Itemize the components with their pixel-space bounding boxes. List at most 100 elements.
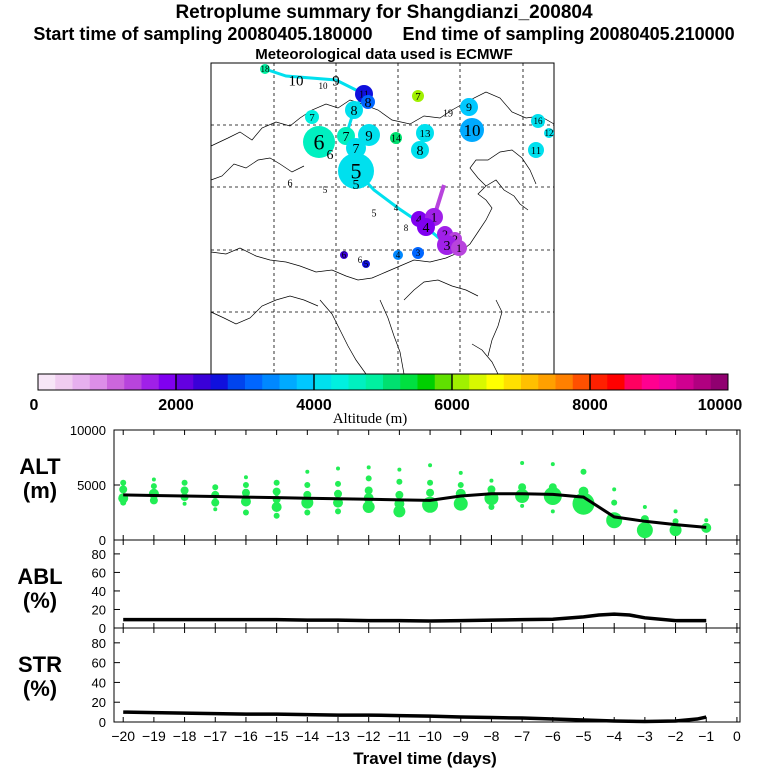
plume-circle-12	[544, 128, 554, 138]
plume-label-9: 9	[466, 100, 472, 114]
plume-label-15: 6	[314, 130, 325, 155]
plume-circle-32	[417, 218, 435, 236]
chart-title: Retroplume summary for Shangdianzi_20080…	[175, 2, 593, 23]
panel-ytick-1-4: 0	[99, 621, 106, 636]
panel-ytick-2-3: 20	[92, 695, 106, 710]
plume-label-4: 11	[359, 90, 369, 101]
plume-circle-19	[346, 138, 366, 158]
panel-ytick-1-1: 60	[92, 565, 106, 580]
colorbar-cell-38	[693, 374, 712, 390]
alt-point-71	[612, 487, 617, 492]
x-tick-label-10: −10	[418, 728, 442, 744]
panel-ylabel-0-0: ALT	[19, 454, 61, 479]
colorbar-cell-18	[348, 374, 367, 390]
colorbar-cell-0	[38, 374, 56, 390]
end-time-label: End time of sampling 20080405.210000	[402, 24, 735, 44]
colorbar-cell-23	[434, 374, 453, 390]
plume-circle-40	[393, 250, 403, 260]
colorbar-tick-1: 2000	[158, 397, 194, 414]
plume-label-26: 5	[323, 185, 328, 195]
alt-point-25	[273, 512, 280, 519]
alt-point-29	[304, 509, 311, 516]
plume-label-2: 10	[319, 81, 329, 91]
alt-point-36	[362, 501, 375, 513]
plume-circle-21	[416, 124, 434, 142]
alt-point-45	[397, 467, 402, 472]
panel-ytick-2-0: 80	[92, 636, 106, 651]
sampling-times: Start time of sampling 20080405.180000 En…	[0, 24, 768, 45]
panel-frame-2	[113, 627, 741, 723]
colorbar-cell-37	[676, 374, 694, 390]
alt-point-11	[182, 501, 187, 506]
alt-point-61	[520, 461, 525, 465]
plume-label-11: 16	[534, 116, 544, 126]
plume-circle-23	[338, 153, 374, 189]
plume-label-28: 5	[372, 209, 377, 220]
colorbar-cell-1	[55, 374, 73, 390]
colorbar-tick-4: 8000	[572, 397, 608, 414]
colorbar-axis-label: Altitude (m)	[333, 411, 408, 427]
x-tick-label-4: −16	[234, 728, 258, 744]
colorbar-cells	[38, 374, 729, 390]
alt-point-62	[543, 487, 562, 505]
plume-circle-6	[345, 101, 363, 119]
alt-point-14	[212, 484, 219, 491]
x-axis-label: Travel time (days)	[353, 749, 497, 768]
colorbar-cell-20	[383, 374, 401, 390]
plume-label-27: 4	[394, 203, 399, 213]
alt-point-64	[550, 509, 555, 514]
alt-point-70	[611, 499, 618, 506]
alt-point-35	[336, 466, 341, 471]
plume-label-12: 12	[545, 128, 554, 138]
plume-label-24: 5	[353, 178, 360, 193]
colorbar-cell-22	[417, 374, 436, 390]
plume-label-8: 19	[443, 109, 453, 120]
alt-point-52	[457, 482, 464, 488]
plume-circle-14	[305, 110, 319, 124]
x-tick-label-16: −4	[606, 728, 622, 744]
plume-label-5: 8	[365, 96, 372, 111]
colorbar-cell-17	[331, 374, 349, 390]
colorbar-tick-0: 0	[30, 397, 39, 414]
plume-label-31: 8	[404, 223, 409, 233]
panel-ytick-0-0: 10000	[70, 423, 106, 438]
panel-ytick-2-1: 60	[92, 656, 106, 671]
plume-circle-11	[531, 114, 545, 128]
colorbar-cell-6	[141, 374, 160, 390]
panel-ytick-2-2: 40	[92, 675, 106, 690]
alt-point-44	[396, 478, 403, 485]
panel-ylabel-1-1: (%)	[23, 588, 57, 613]
alt-point-65	[550, 462, 555, 467]
plume-label-16: 6	[327, 148, 334, 163]
plume-label-0: 18	[261, 64, 271, 74]
alt-point-39	[365, 475, 372, 482]
panel-ylabel-2-0: STR	[18, 652, 62, 677]
colorbar-tick-3: 6000	[434, 397, 470, 414]
x-tick-label-18: −2	[668, 728, 684, 744]
alt-point-77	[673, 509, 678, 514]
alt-point-41	[393, 505, 406, 518]
alt-point-17	[241, 488, 250, 497]
x-tick-label-3: −17	[203, 728, 227, 744]
colorbar-tick-5: 10000	[698, 397, 743, 414]
plume-label-29: 4	[416, 212, 422, 226]
panel-frame-0	[113, 429, 741, 541]
plume-label-1: 10	[289, 73, 304, 89]
alt-point-6	[150, 483, 157, 490]
plume-label-32: 4	[423, 221, 430, 236]
colorbar-cell-19	[365, 374, 384, 390]
colorbar-cell-35	[641, 374, 660, 390]
alt-point-30	[305, 469, 310, 474]
alt-point-1	[119, 485, 128, 494]
colorbar-cell-15	[296, 374, 315, 390]
plume-label-19: 7	[353, 142, 360, 157]
abl-panel: ABL(%) 80 60 40 20 0	[17, 539, 741, 636]
plume-label-17: 7	[343, 130, 350, 145]
plume-circle-22	[411, 141, 429, 159]
plume-label-14: 7	[309, 112, 315, 124]
plume-label-30: 1	[431, 210, 438, 225]
plume-label-41: 3	[416, 248, 421, 258]
plume-label-37: 6	[342, 250, 347, 260]
